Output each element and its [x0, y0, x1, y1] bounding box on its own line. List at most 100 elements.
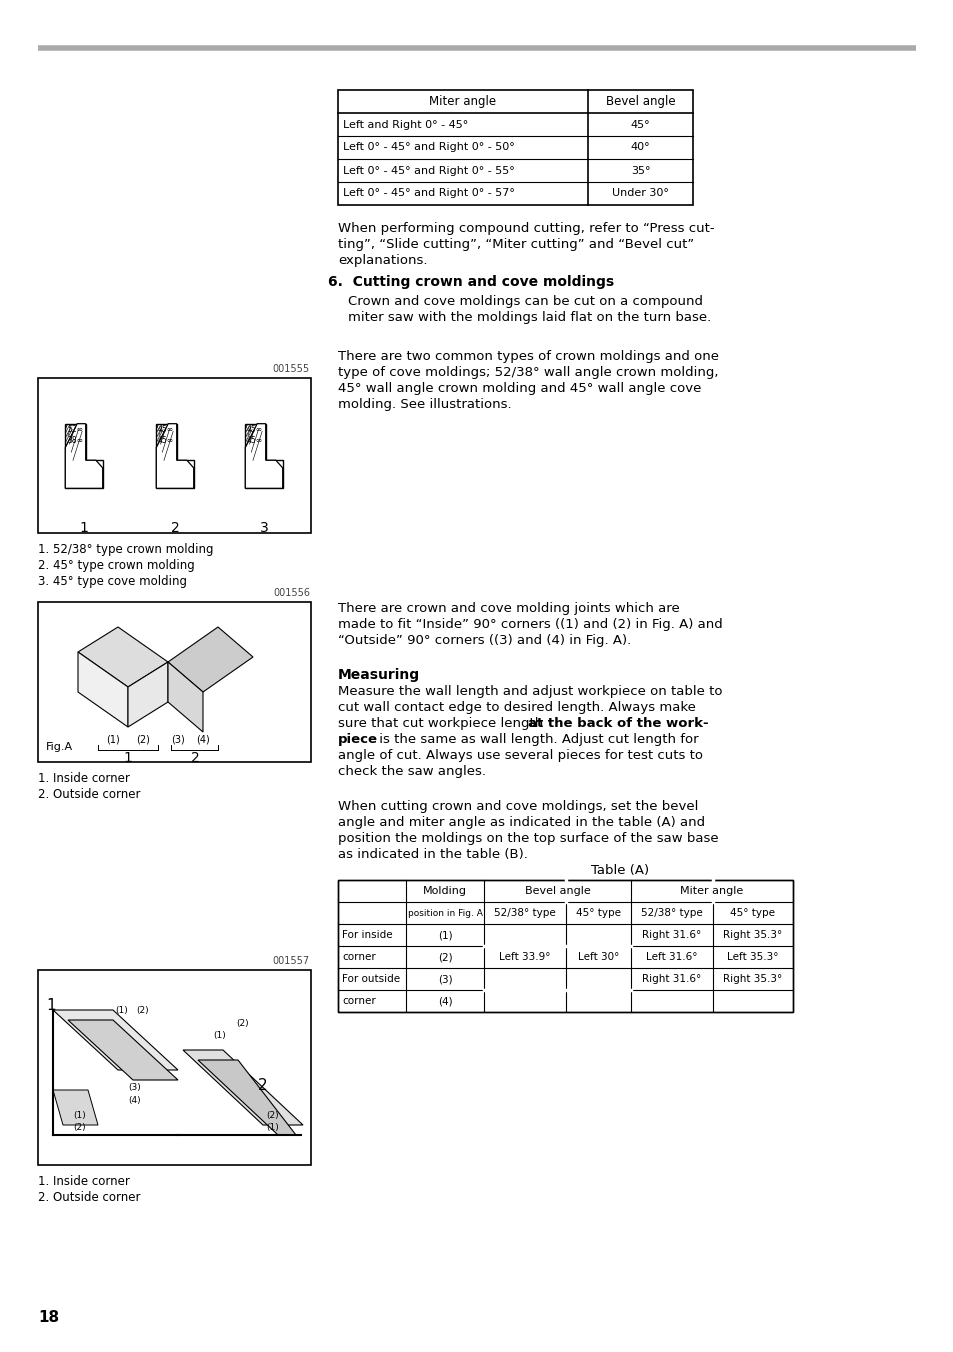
- Text: Left 30°: Left 30°: [578, 952, 618, 963]
- Text: 45∞: 45∞: [247, 426, 263, 434]
- Text: angle and miter angle as indicated in the table (A) and: angle and miter angle as indicated in th…: [337, 817, 704, 829]
- Text: (1): (1): [115, 1006, 128, 1015]
- Text: There are two common types of crown moldings and one: There are two common types of crown mold…: [337, 350, 719, 362]
- Text: 1. Inside corner: 1. Inside corner: [38, 1175, 130, 1188]
- Text: (3): (3): [171, 734, 185, 744]
- Bar: [337, 91, 692, 206]
- Text: When performing compound cutting, refer to “Press cut-: When performing compound cutting, refer …: [337, 222, 714, 235]
- Text: 40°: 40°: [630, 142, 650, 153]
- Text: (2): (2): [73, 1124, 86, 1132]
- Text: cut wall contact edge to desired length. Always make: cut wall contact edge to desired length.…: [337, 700, 695, 714]
- Text: 45° wall angle crown molding and 45° wall angle cove: 45° wall angle crown molding and 45° wal…: [337, 383, 700, 395]
- Text: position in Fig. A: position in Fig. A: [407, 909, 482, 918]
- Text: 52∞: 52∞: [67, 426, 83, 434]
- Text: made to fit “Inside” 90° corners ((1) and (2) in Fig. A) and: made to fit “Inside” 90° corners ((1) an…: [337, 618, 722, 631]
- Polygon shape: [78, 627, 168, 687]
- Text: 52/38° type: 52/38° type: [640, 909, 702, 918]
- Text: Bevel angle: Bevel angle: [524, 886, 590, 896]
- Polygon shape: [198, 1060, 295, 1134]
- Polygon shape: [78, 652, 128, 727]
- Bar: [38, 969, 311, 1165]
- Text: 3: 3: [259, 521, 268, 535]
- Text: Right 31.6°: Right 31.6°: [641, 930, 700, 940]
- Text: angle of cut. Always use several pieces for test cuts to: angle of cut. Always use several pieces …: [337, 749, 702, 763]
- Text: Left 0° - 45° and Right 0° - 50°: Left 0° - 45° and Right 0° - 50°: [343, 142, 515, 153]
- Polygon shape: [183, 1051, 303, 1125]
- Text: sure that cut workpiece length: sure that cut workpiece length: [337, 717, 547, 730]
- Polygon shape: [245, 423, 282, 488]
- Text: 1: 1: [124, 750, 132, 765]
- Polygon shape: [156, 423, 193, 488]
- Text: (4): (4): [196, 734, 210, 744]
- Text: piece: piece: [337, 733, 377, 746]
- Text: (1): (1): [213, 1032, 226, 1040]
- Text: When cutting crown and cove moldings, set the bevel: When cutting crown and cove moldings, se…: [337, 800, 698, 813]
- Text: 35°: 35°: [630, 165, 650, 176]
- Text: position the moldings on the top surface of the saw base: position the moldings on the top surface…: [337, 831, 718, 845]
- Text: Left 0° - 45° and Right 0° - 55°: Left 0° - 45° and Right 0° - 55°: [343, 165, 515, 176]
- Text: Fig.A: Fig.A: [46, 742, 73, 752]
- Text: 2. Outside corner: 2. Outside corner: [38, 788, 140, 800]
- Text: 001556: 001556: [273, 588, 310, 598]
- Bar: [38, 602, 311, 763]
- Text: Measuring: Measuring: [337, 668, 419, 681]
- Text: as indicated in the table (B).: as indicated in the table (B).: [337, 848, 527, 861]
- Text: Bevel angle: Bevel angle: [605, 95, 675, 108]
- Text: 45∞: 45∞: [247, 435, 263, 445]
- Text: 45∞: 45∞: [158, 426, 174, 434]
- Text: 001557: 001557: [273, 956, 310, 965]
- Text: (3): (3): [128, 1083, 141, 1092]
- Polygon shape: [53, 1010, 178, 1069]
- Text: corner: corner: [341, 952, 375, 963]
- Text: “Outside” 90° corners ((3) and (4) in Fig. A).: “Outside” 90° corners ((3) and (4) in Fi…: [337, 634, 631, 648]
- Text: check the saw angles.: check the saw angles.: [337, 765, 485, 777]
- Text: Right 31.6°: Right 31.6°: [641, 973, 700, 984]
- Polygon shape: [168, 662, 203, 731]
- Text: (1): (1): [73, 1111, 86, 1119]
- Text: 45∞: 45∞: [158, 435, 174, 445]
- Text: Under 30°: Under 30°: [612, 188, 668, 199]
- Text: miter saw with the moldings laid flat on the turn base.: miter saw with the moldings laid flat on…: [348, 311, 711, 324]
- Polygon shape: [156, 423, 193, 488]
- Text: There are crown and cove molding joints which are: There are crown and cove molding joints …: [337, 602, 679, 615]
- Text: 2. Outside corner: 2. Outside corner: [38, 1191, 140, 1205]
- Text: explanations.: explanations.: [337, 254, 427, 266]
- Text: 2: 2: [191, 750, 199, 765]
- Text: is the same as wall length. Adjust cut length for: is the same as wall length. Adjust cut l…: [375, 733, 698, 746]
- Text: ting”, “Slide cutting”, “Miter cutting” and “Bevel cut”: ting”, “Slide cutting”, “Miter cutting” …: [337, 238, 694, 251]
- Text: 2. 45° type crown molding: 2. 45° type crown molding: [38, 558, 194, 572]
- Text: (1): (1): [106, 734, 120, 744]
- Text: Molding: Molding: [422, 886, 467, 896]
- Text: 45° type: 45° type: [576, 909, 620, 918]
- Text: (4): (4): [437, 996, 452, 1006]
- Polygon shape: [168, 627, 253, 692]
- Text: 1: 1: [46, 998, 55, 1013]
- Text: 1: 1: [79, 521, 89, 535]
- Text: Measure the wall length and adjust workpiece on table to: Measure the wall length and adjust workp…: [337, 685, 721, 698]
- Text: Miter angle: Miter angle: [679, 886, 742, 896]
- Text: (1): (1): [437, 930, 452, 940]
- Bar: [337, 880, 792, 1013]
- Polygon shape: [65, 423, 103, 488]
- Text: 1. 52/38° type crown molding: 1. 52/38° type crown molding: [38, 544, 213, 556]
- Text: Table (A): Table (A): [590, 864, 648, 877]
- Text: (2): (2): [437, 952, 452, 963]
- Text: 1. Inside corner: 1. Inside corner: [38, 772, 130, 786]
- Text: For inside: For inside: [341, 930, 393, 940]
- Text: (1): (1): [266, 1124, 278, 1132]
- Text: 001555: 001555: [273, 364, 310, 375]
- Text: 18: 18: [38, 1310, 59, 1325]
- Text: Left and Right 0° - 45°: Left and Right 0° - 45°: [343, 119, 468, 130]
- Text: at the back of the work-: at the back of the work-: [527, 717, 708, 730]
- Text: For outside: For outside: [341, 973, 399, 984]
- Text: Crown and cove moldings can be cut on a compound: Crown and cove moldings can be cut on a …: [348, 295, 702, 308]
- Text: (2): (2): [136, 1006, 149, 1015]
- Text: 45° type: 45° type: [730, 909, 775, 918]
- Text: Left 31.6°: Left 31.6°: [645, 952, 697, 963]
- Bar: [337, 880, 792, 1013]
- Text: 6.  Cutting crown and cove moldings: 6. Cutting crown and cove moldings: [328, 274, 614, 289]
- Text: 2: 2: [257, 1078, 268, 1092]
- Text: (4): (4): [128, 1096, 140, 1105]
- Text: (2): (2): [136, 734, 150, 744]
- Polygon shape: [65, 423, 103, 488]
